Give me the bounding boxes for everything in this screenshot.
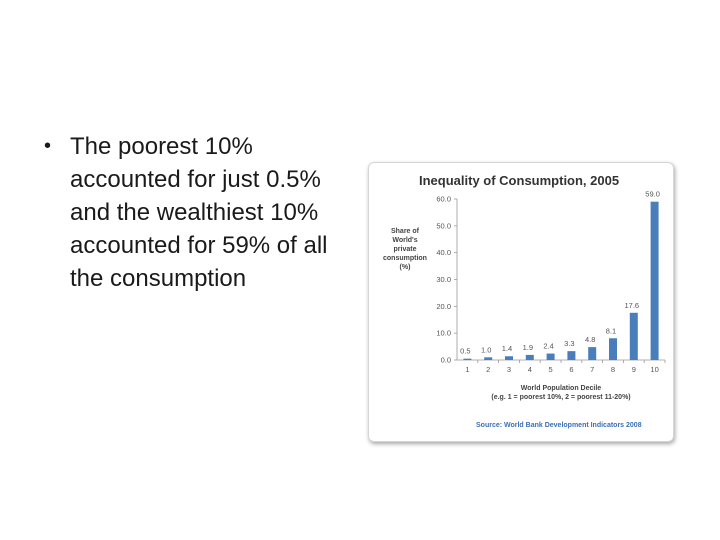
- data-label: 59.0: [645, 190, 660, 199]
- bar: [609, 338, 617, 360]
- y-tick-label: 30.0: [436, 275, 451, 284]
- y-axis-label-line: World's: [392, 237, 417, 244]
- x-tick-label: 2: [486, 365, 490, 374]
- chart-title: Inequality of Consumption, 2005: [419, 173, 619, 188]
- y-tick-label: 10.0: [436, 329, 451, 338]
- y-axis-label-line: private: [394, 246, 417, 253]
- bar: [567, 351, 576, 360]
- bar: [546, 353, 555, 360]
- bullet-line: The poorest 10%: [70, 133, 253, 160]
- y-axis-label: Share of World's private consumption (%): [383, 228, 427, 271]
- data-label: 1.0: [481, 345, 491, 354]
- bullet-dot: •: [44, 135, 52, 157]
- x-tick-label: 1: [465, 365, 469, 374]
- x-tick-label: 8: [611, 365, 615, 374]
- x-tick-label: 3: [507, 365, 511, 374]
- x-axis-label: World Population Decile (e.g. 1 = poorest…: [491, 385, 630, 401]
- data-label: 8.1: [606, 326, 616, 335]
- x-tick-label: 6: [569, 365, 573, 374]
- data-label: 1.9: [523, 343, 533, 352]
- bullet-line: accounted for just 0.5%: [70, 166, 321, 193]
- y-axis-label-line: (%): [400, 264, 411, 271]
- y-tick-label: 60.0: [436, 195, 451, 204]
- bar: [650, 201, 659, 360]
- data-label: 17.6: [624, 301, 639, 310]
- x-tick-label: 4: [528, 365, 532, 374]
- bar: [629, 312, 638, 360]
- data-label: 4.8: [585, 335, 595, 344]
- bullet-line: accounted for 59% of all: [70, 232, 328, 259]
- bar: [525, 354, 534, 360]
- bullet-text: The poorest 10% accounted for just 0.5% …: [70, 130, 354, 295]
- data-label: 1.4: [502, 344, 512, 353]
- data-label: 0.5: [460, 347, 470, 356]
- y-axis-label-line: consumption: [383, 255, 427, 262]
- chart-card: Inequality of Consumption, 2005 Share of…: [368, 162, 674, 442]
- x-axis-label-line: World Population Decile: [521, 385, 601, 392]
- x-tick-label: 9: [632, 365, 636, 374]
- y-tick-label: 50.0: [436, 221, 451, 230]
- x-tick-label: 5: [549, 365, 553, 374]
- x-tick-label: 10: [650, 365, 658, 374]
- bar: [484, 357, 493, 360]
- y-tick-label: 20.0: [436, 302, 451, 311]
- data-label: 2.4: [543, 342, 553, 351]
- x-tick-label: 7: [590, 365, 594, 374]
- data-label: 3.3: [564, 339, 574, 348]
- y-axis-label-line: Share of: [391, 228, 420, 235]
- y-tick-label: 40.0: [436, 248, 451, 257]
- bullet-point: • The poorest 10% accounted for just 0.5…: [44, 130, 354, 295]
- bar: [588, 347, 597, 360]
- source-note: Source: World Bank Development Indicator…: [476, 422, 642, 429]
- bar: [463, 358, 472, 360]
- bar: [505, 356, 513, 360]
- bullet-line: the consumption: [70, 265, 247, 292]
- consumption-chart: Inequality of Consumption, 2005 Share of…: [383, 173, 666, 429]
- bullet-line: and the wealthiest 10%: [70, 199, 319, 226]
- plot-area: 0.0 10.0 20.0 30.0 40.0 50.0 60.0 0.5 1 1.0 2 1.4 3 1…: [436, 190, 666, 374]
- x-axis-label-line: (e.g. 1 = poorest 10%, 2 = poorest 11-20…: [491, 394, 630, 401]
- y-tick-label: 0.0: [441, 356, 451, 365]
